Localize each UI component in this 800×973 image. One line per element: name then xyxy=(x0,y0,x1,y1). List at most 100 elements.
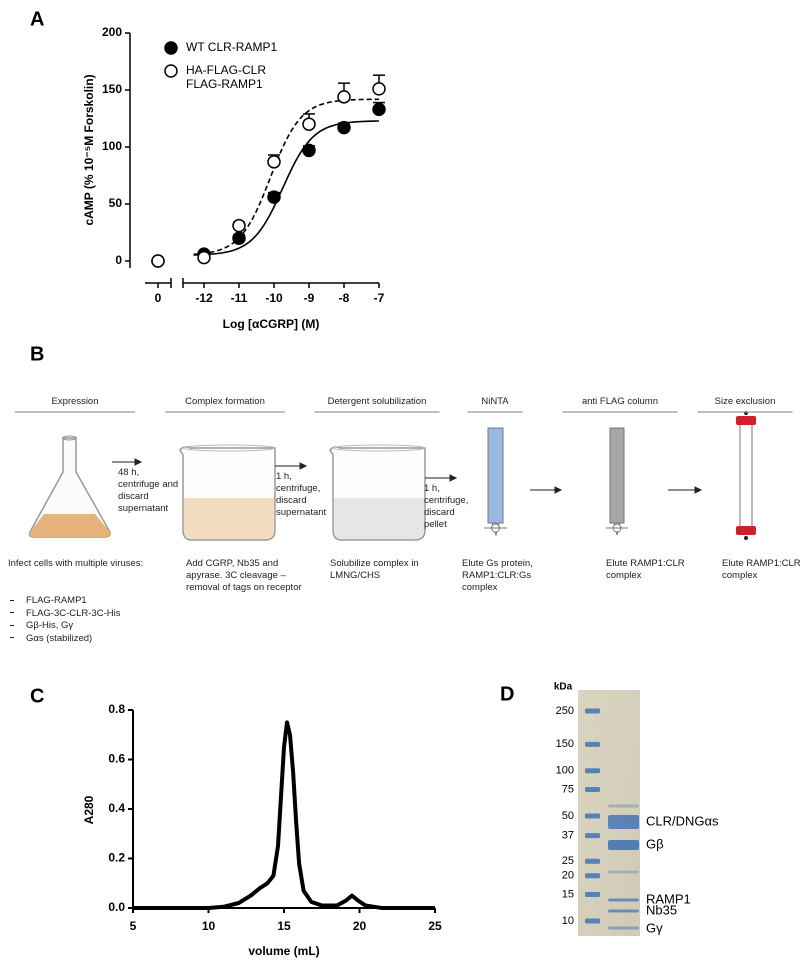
band-label: Gγ xyxy=(646,920,663,935)
sample-band xyxy=(608,870,639,874)
y-tick-label: 200 xyxy=(102,25,122,39)
data-point xyxy=(302,117,316,131)
y-tick-label: 50 xyxy=(109,196,123,210)
legend-label: WT CLR-RAMP1 xyxy=(186,40,278,54)
chromatogram-line xyxy=(133,720,435,910)
data-point xyxy=(151,254,165,268)
step-item: Gβ-His, Gγ xyxy=(26,620,74,631)
step-title: Detergent solubilization xyxy=(327,396,427,407)
sample-band xyxy=(608,898,639,902)
step-description: Elute RAMP1:CLR complex xyxy=(722,558,800,581)
legend-label: HA-FLAG-CLR FLAG-RAMP1 xyxy=(186,63,267,91)
step-title: Complex formation xyxy=(185,396,265,407)
gel-unit: kDa xyxy=(554,682,573,693)
panel-label: A xyxy=(30,8,44,30)
fit-curve xyxy=(193,120,379,256)
step-description: Infect cells with multiple viruses: xyxy=(8,558,144,569)
data-point xyxy=(302,143,316,158)
sample-band xyxy=(608,909,639,913)
step-title: Expression xyxy=(51,396,99,407)
y-tick-label: 100 xyxy=(102,139,122,153)
sample-band xyxy=(608,926,639,930)
y-tick-label: 0.0 xyxy=(108,900,125,914)
step-item-row: FLAG-3C-CLR-3C-His xyxy=(8,608,158,620)
data-point xyxy=(372,82,386,96)
size-exclusion-column xyxy=(736,411,756,540)
bullet xyxy=(10,624,14,626)
ladder-band xyxy=(585,741,600,747)
transition-label: 1 h, centrifuge, discard supernatant xyxy=(276,471,327,518)
x-tick-label: 25 xyxy=(428,919,442,933)
marker-label: 20 xyxy=(562,870,574,882)
ladder-band xyxy=(585,892,600,898)
ladder-band xyxy=(585,873,600,879)
marker-label: 25 xyxy=(562,855,574,867)
x-tick-label: -12 xyxy=(195,291,213,305)
marker-label: 50 xyxy=(562,810,574,822)
legend-marker xyxy=(164,41,178,55)
y-tick-label: 0.4 xyxy=(108,801,125,815)
marker-label: 10 xyxy=(562,915,574,927)
ladder-band xyxy=(585,858,600,864)
data-point xyxy=(197,250,211,265)
panel-label: D xyxy=(500,683,514,705)
x-tick-label: 20 xyxy=(353,919,367,933)
data-point xyxy=(267,155,281,169)
x-tick-label: -8 xyxy=(339,291,350,305)
band-label: Gβ xyxy=(646,836,664,851)
marker-label: 150 xyxy=(556,738,574,750)
sample-band xyxy=(608,815,639,829)
sample-band xyxy=(608,840,639,850)
band-label: CLR/DNGαs xyxy=(646,813,719,828)
x-tick-label: -7 xyxy=(374,291,385,305)
panel-label: B xyxy=(30,343,44,365)
x-tick-label: -10 xyxy=(265,291,283,305)
data-point xyxy=(232,218,246,233)
flag-column xyxy=(606,427,628,536)
data-point xyxy=(337,90,351,104)
x-tick-label: -11 xyxy=(231,291,248,305)
y-axis-label: A280 xyxy=(82,795,96,824)
band-label: RAMP1 xyxy=(646,891,691,906)
marker-label: 100 xyxy=(556,765,574,777)
beaker-icon xyxy=(179,444,276,541)
ladder-band xyxy=(585,833,600,839)
x-tick-label: 15 xyxy=(277,919,291,933)
x-axis-label: volume (mL) xyxy=(248,944,319,958)
x-axis-label: Log [αCGRP] (M) xyxy=(223,317,320,331)
step-title: Size exclusion xyxy=(714,396,776,407)
step-item: Gαs (stabilized) xyxy=(26,632,93,644)
step-item-row: Gαs (stabilized) xyxy=(8,633,158,645)
marker-label: 15 xyxy=(562,888,574,900)
step-item: FLAG-RAMP1 xyxy=(26,595,87,606)
band-label: Nb35 xyxy=(646,902,677,917)
marker-label: 250 xyxy=(556,705,574,717)
data-point xyxy=(372,102,386,117)
y-tick-label: 0 xyxy=(115,253,122,267)
ladder-band xyxy=(585,708,600,714)
step-item: FLAG-3C-CLR-3C-His xyxy=(26,607,121,619)
step-item-row: Gβ-His, Gγ xyxy=(8,620,158,632)
marker-label: 75 xyxy=(562,783,574,795)
transition-label: 48 h, centrifuge and discard supernatant xyxy=(118,467,179,514)
ladder-band xyxy=(585,918,600,924)
y-tick-label: 0.2 xyxy=(108,851,125,865)
x-tick-label: 0 xyxy=(155,291,162,305)
step-description: Elute Gs protein, RAMP1:CLR:Gs complex xyxy=(462,558,533,593)
step-item-row: FLAG-RAMP1 xyxy=(8,595,158,607)
step-title: anti FLAG column xyxy=(581,396,659,407)
step-description: Elute RAMP1:CLR complex xyxy=(606,558,685,581)
ladder-band xyxy=(585,768,600,774)
marker-label: 37 xyxy=(562,830,574,842)
transition-label: 1 h, centrifuge, discard pellet xyxy=(424,483,469,530)
y-axis-label: cAMP (% 10⁻⁵M Forskolin) xyxy=(82,74,96,225)
bullet xyxy=(10,612,14,614)
step-title: NiNTA xyxy=(481,396,509,407)
legend-marker xyxy=(164,64,178,78)
bullet xyxy=(10,599,14,601)
sample-band xyxy=(608,804,639,808)
x-tick-label: -9 xyxy=(304,291,315,305)
panel-label: C xyxy=(30,685,44,707)
